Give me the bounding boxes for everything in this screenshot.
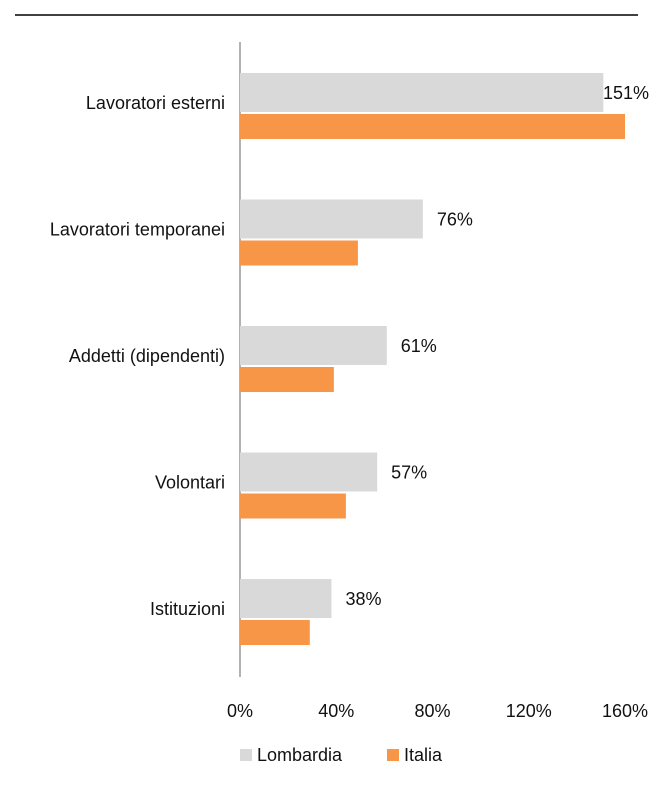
x-tick-label: 160% bbox=[602, 701, 648, 721]
bar bbox=[240, 114, 625, 139]
legend-label: Lombardia bbox=[257, 745, 343, 765]
bar bbox=[240, 326, 387, 365]
value-label: 61% bbox=[401, 336, 437, 356]
x-tick-label: 0% bbox=[227, 701, 253, 721]
bar bbox=[240, 493, 346, 519]
bar bbox=[240, 620, 310, 645]
legend-swatch bbox=[387, 749, 399, 761]
category-label: Lavoratori temporanei bbox=[50, 219, 225, 239]
bar bbox=[240, 73, 604, 112]
bar bbox=[240, 452, 378, 492]
x-tick-label: 120% bbox=[506, 701, 552, 721]
legend-swatch bbox=[240, 749, 252, 761]
category-label: Volontari bbox=[155, 472, 225, 492]
bar bbox=[240, 240, 358, 266]
value-label: 151% bbox=[603, 83, 649, 103]
x-tick-label: 80% bbox=[414, 701, 450, 721]
legend-label: Italia bbox=[404, 745, 443, 765]
bar bbox=[240, 367, 334, 392]
value-label: 57% bbox=[391, 462, 427, 482]
category-label: Addetti (dipendenti) bbox=[69, 346, 225, 366]
bar bbox=[240, 199, 423, 239]
category-label: Istituzioni bbox=[150, 599, 225, 619]
value-label: 38% bbox=[345, 589, 381, 609]
value-label: 76% bbox=[437, 209, 473, 229]
category-label: Lavoratori esterni bbox=[86, 93, 225, 113]
bar bbox=[240, 579, 332, 618]
x-tick-label: 40% bbox=[318, 701, 354, 721]
